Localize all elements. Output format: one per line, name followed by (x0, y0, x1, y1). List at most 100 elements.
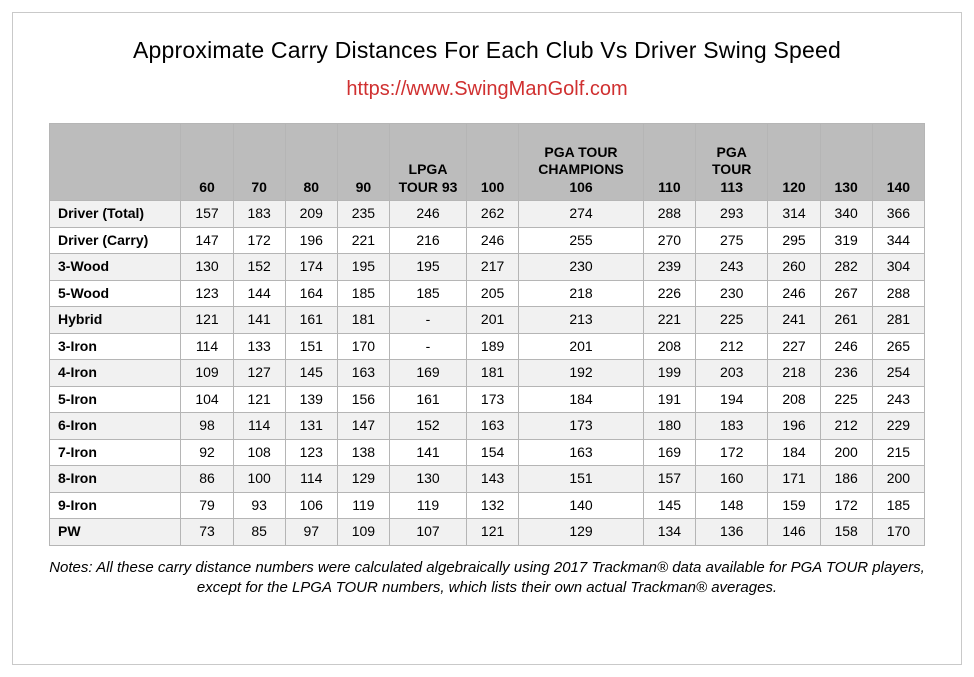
club-name: PW (50, 519, 181, 546)
distance-cell: 195 (337, 254, 389, 281)
distance-cell: 98 (181, 413, 233, 440)
distance-cell: 169 (389, 360, 466, 387)
distance-cell: 246 (389, 201, 466, 228)
distance-cell: 172 (820, 492, 872, 519)
distance-cell: 200 (872, 466, 924, 493)
distance-cell: 274 (519, 201, 644, 228)
distance-cell: 121 (233, 386, 285, 413)
table-header: 90 (337, 124, 389, 201)
table-row: PW738597109107121129134136146158170 (50, 519, 925, 546)
distance-cell: 203 (695, 360, 768, 387)
club-name: 5-Iron (50, 386, 181, 413)
distance-cell: 239 (643, 254, 695, 281)
distance-cell: 246 (768, 280, 820, 307)
distance-cell: 217 (467, 254, 519, 281)
table-header (50, 124, 181, 201)
distance-cell: 163 (337, 360, 389, 387)
distance-cell: 93 (233, 492, 285, 519)
distance-cell: 218 (519, 280, 644, 307)
distance-cell: 121 (181, 307, 233, 334)
distance-cell: 200 (820, 439, 872, 466)
club-name: 4-Iron (50, 360, 181, 387)
distance-cell: 129 (519, 519, 644, 546)
distance-cell: 146 (768, 519, 820, 546)
footnote: Notes: All these carry distance numbers … (49, 558, 925, 599)
distance-cell: 314 (768, 201, 820, 228)
distance-cell: 86 (181, 466, 233, 493)
distance-cell: 160 (695, 466, 768, 493)
distance-cell: 173 (519, 413, 644, 440)
distance-cell: 145 (285, 360, 337, 387)
distance-cell: 208 (768, 386, 820, 413)
distance-cell: 163 (467, 413, 519, 440)
distance-cell: 169 (643, 439, 695, 466)
distance-cell: 73 (181, 519, 233, 546)
distance-cell: 114 (233, 413, 285, 440)
source-link[interactable]: https://www.SwingManGolf.com (346, 78, 627, 101)
table-row: Hybrid121141161181-201213221225241261281 (50, 307, 925, 334)
table-header: PGA TOUR CHAMPIONS 106 (519, 124, 644, 201)
distance-cell: 106 (285, 492, 337, 519)
table-header: 100 (467, 124, 519, 201)
table-row: Driver (Carry)14717219622121624625527027… (50, 227, 925, 254)
distance-cell: 119 (337, 492, 389, 519)
distance-cell: 221 (337, 227, 389, 254)
table-header: 70 (233, 124, 285, 201)
distance-cell: 196 (285, 227, 337, 254)
distance-cell: 163 (519, 439, 644, 466)
distance-cell: 130 (389, 466, 466, 493)
distance-cell: 230 (695, 280, 768, 307)
distance-cell: 131 (285, 413, 337, 440)
distance-cell: 129 (337, 466, 389, 493)
distance-cell: 147 (337, 413, 389, 440)
club-name: 3-Wood (50, 254, 181, 281)
table-header: 130 (820, 124, 872, 201)
table-row: 7-Iron9210812313814115416316917218420021… (50, 439, 925, 466)
table-row: 9-Iron7993106119119132140145148159172185 (50, 492, 925, 519)
table-header: 140 (872, 124, 924, 201)
distance-cell: 196 (768, 413, 820, 440)
distance-cell: 195 (389, 254, 466, 281)
distance-cell: 158 (820, 519, 872, 546)
table-header: PGA TOUR 113 (695, 124, 768, 201)
distance-cell: 254 (872, 360, 924, 387)
distance-cell: 157 (181, 201, 233, 228)
distance-cell: 79 (181, 492, 233, 519)
distance-cell: 104 (181, 386, 233, 413)
distance-cell: 141 (389, 439, 466, 466)
distance-cell: 109 (181, 360, 233, 387)
distance-cell: 136 (695, 519, 768, 546)
distance-cell: 288 (643, 201, 695, 228)
distance-cell: 184 (519, 386, 644, 413)
club-name: Driver (Carry) (50, 227, 181, 254)
distance-cell: 140 (519, 492, 644, 519)
distance-cell: 152 (389, 413, 466, 440)
table-row: 3-Wood1301521741951952172302392432602823… (50, 254, 925, 281)
distance-cell: 92 (181, 439, 233, 466)
distance-cell: 147 (181, 227, 233, 254)
distance-cell: 201 (467, 307, 519, 334)
distance-cell: 181 (467, 360, 519, 387)
distance-cell: 191 (643, 386, 695, 413)
distance-cell: 148 (695, 492, 768, 519)
distance-cell: 205 (467, 280, 519, 307)
distance-cell: 225 (695, 307, 768, 334)
distance-cell: 260 (768, 254, 820, 281)
distance-cell: 183 (233, 201, 285, 228)
distance-cell: 241 (768, 307, 820, 334)
table-row: Driver (Total)15718320923524626227428829… (50, 201, 925, 228)
distance-cell: 340 (820, 201, 872, 228)
distance-cell: 181 (337, 307, 389, 334)
distance-cell: 170 (337, 333, 389, 360)
distance-cell: 185 (337, 280, 389, 307)
distance-cell: 172 (695, 439, 768, 466)
distance-cell: 246 (467, 227, 519, 254)
distance-cell: 275 (695, 227, 768, 254)
distance-cell: 226 (643, 280, 695, 307)
table-header: 60 (181, 124, 233, 201)
distance-cell: 114 (181, 333, 233, 360)
distance-cell: 218 (768, 360, 820, 387)
distance-cell: 151 (285, 333, 337, 360)
distance-cell: 173 (467, 386, 519, 413)
page-title: Approximate Carry Distances For Each Clu… (133, 37, 841, 64)
